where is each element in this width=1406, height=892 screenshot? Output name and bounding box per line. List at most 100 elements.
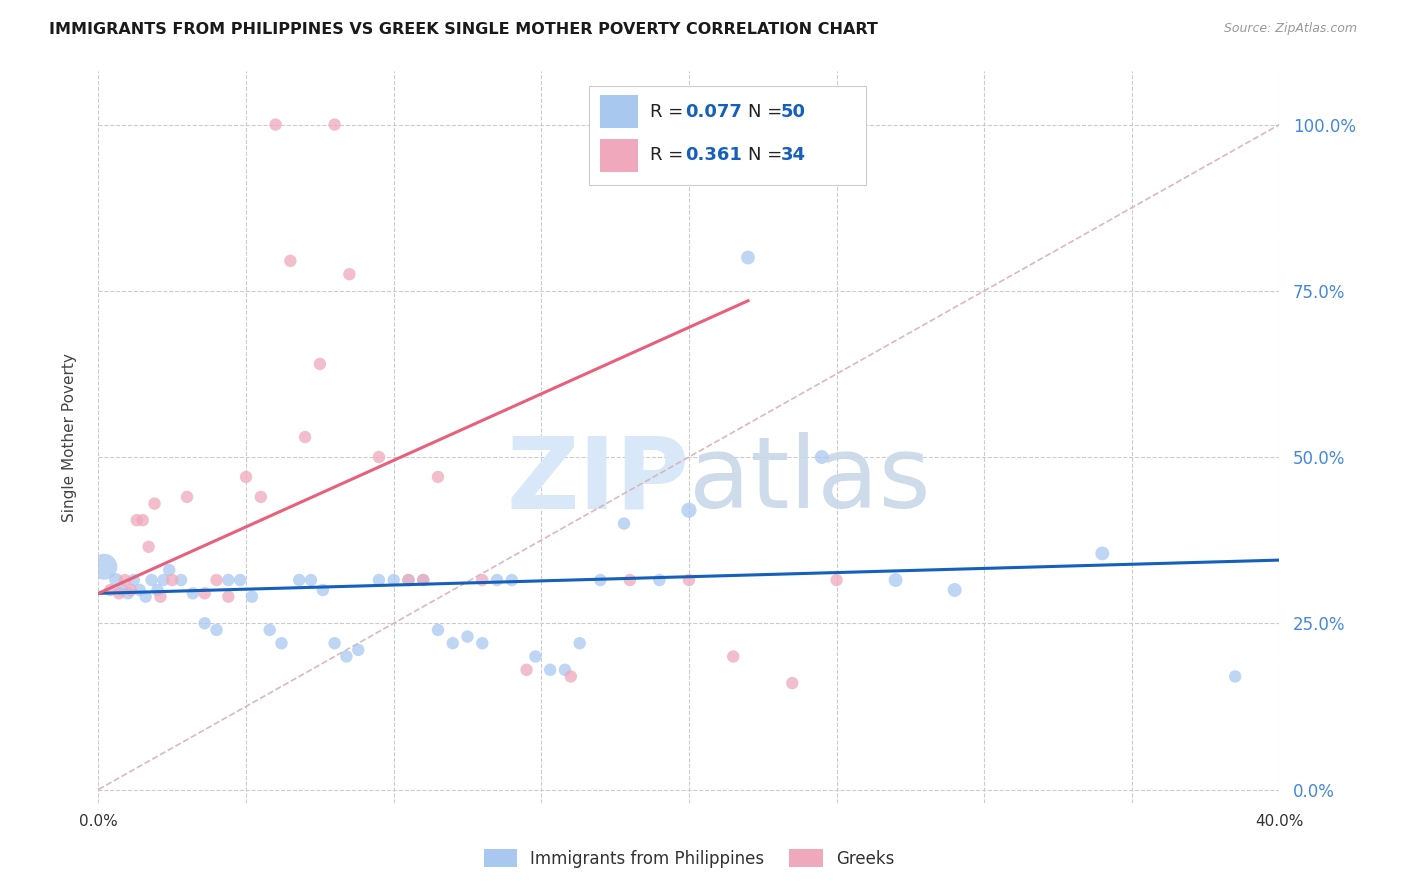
Point bbox=[412, 573, 434, 587]
Point bbox=[412, 573, 434, 587]
Point bbox=[678, 503, 700, 517]
Point bbox=[825, 573, 848, 587]
Point bbox=[152, 573, 174, 587]
Point bbox=[143, 497, 166, 511]
Point bbox=[382, 573, 405, 587]
Point bbox=[162, 573, 183, 587]
Point bbox=[117, 586, 139, 600]
Point bbox=[368, 450, 391, 464]
Point bbox=[157, 563, 180, 577]
Point bbox=[128, 582, 150, 597]
Point bbox=[810, 450, 832, 464]
FancyBboxPatch shape bbox=[600, 95, 638, 128]
Text: 0.361: 0.361 bbox=[685, 146, 742, 164]
Point bbox=[149, 590, 172, 604]
Point bbox=[176, 490, 198, 504]
Text: atlas: atlas bbox=[689, 433, 931, 530]
Point bbox=[111, 582, 134, 597]
Point bbox=[181, 586, 204, 600]
Point bbox=[138, 540, 160, 554]
Point bbox=[235, 470, 257, 484]
Y-axis label: Single Mother Poverty: Single Mother Poverty bbox=[62, 352, 77, 522]
Point bbox=[538, 663, 561, 677]
Point bbox=[524, 649, 547, 664]
Point bbox=[471, 573, 494, 587]
Point bbox=[427, 470, 450, 484]
Point bbox=[589, 573, 612, 587]
Point bbox=[339, 267, 361, 281]
Point bbox=[486, 573, 509, 587]
Text: Source: ZipAtlas.com: Source: ZipAtlas.com bbox=[1223, 22, 1357, 36]
Point bbox=[240, 590, 263, 604]
Point bbox=[250, 490, 273, 504]
Point bbox=[194, 616, 217, 631]
Point bbox=[264, 118, 287, 132]
Text: 0.077: 0.077 bbox=[685, 103, 742, 120]
Point bbox=[678, 573, 700, 587]
Point bbox=[132, 513, 155, 527]
Point bbox=[98, 582, 121, 597]
Point bbox=[309, 357, 332, 371]
Point bbox=[312, 582, 335, 597]
Point bbox=[125, 513, 148, 527]
Point bbox=[294, 430, 316, 444]
Text: N =: N = bbox=[748, 146, 782, 164]
Point bbox=[398, 573, 420, 587]
Point bbox=[270, 636, 292, 650]
Point bbox=[613, 516, 636, 531]
Point bbox=[170, 573, 193, 587]
Point bbox=[141, 573, 163, 587]
Point bbox=[560, 669, 582, 683]
Point bbox=[335, 649, 357, 664]
Point bbox=[347, 643, 370, 657]
Point bbox=[782, 676, 804, 690]
Point bbox=[105, 573, 128, 587]
Point bbox=[648, 573, 671, 587]
Text: 50: 50 bbox=[782, 103, 806, 120]
Point bbox=[554, 663, 576, 677]
Point bbox=[194, 586, 217, 600]
Point bbox=[427, 623, 450, 637]
Text: 34: 34 bbox=[782, 146, 806, 164]
Point bbox=[516, 663, 538, 677]
Point bbox=[1225, 669, 1247, 683]
Point bbox=[299, 573, 322, 587]
Text: R =: R = bbox=[650, 103, 683, 120]
Text: N =: N = bbox=[748, 103, 782, 120]
Point bbox=[471, 636, 494, 650]
FancyBboxPatch shape bbox=[589, 86, 866, 185]
Point bbox=[288, 573, 311, 587]
Text: ZIP: ZIP bbox=[506, 433, 689, 530]
Text: IMMIGRANTS FROM PHILIPPINES VS GREEK SINGLE MOTHER POVERTY CORRELATION CHART: IMMIGRANTS FROM PHILIPPINES VS GREEK SIN… bbox=[49, 22, 879, 37]
Point bbox=[217, 573, 239, 587]
FancyBboxPatch shape bbox=[600, 139, 638, 171]
Point bbox=[146, 582, 169, 597]
Point bbox=[457, 630, 479, 644]
Point bbox=[568, 636, 591, 650]
Point bbox=[398, 573, 420, 587]
Point bbox=[120, 582, 142, 597]
Point bbox=[135, 590, 157, 604]
Point bbox=[619, 573, 641, 587]
Point bbox=[205, 573, 228, 587]
Point bbox=[205, 623, 228, 637]
Point bbox=[737, 251, 759, 265]
Point bbox=[501, 573, 523, 587]
Point bbox=[217, 590, 239, 604]
Point bbox=[122, 573, 145, 587]
Point bbox=[108, 586, 131, 600]
Point bbox=[723, 649, 745, 664]
Legend: Immigrants from Philippines, Greeks: Immigrants from Philippines, Greeks bbox=[484, 849, 894, 868]
Point bbox=[323, 636, 346, 650]
Point bbox=[368, 573, 391, 587]
Text: R =: R = bbox=[650, 146, 683, 164]
Point bbox=[229, 573, 252, 587]
Point bbox=[280, 253, 302, 268]
Point bbox=[884, 573, 907, 587]
Point bbox=[259, 623, 281, 637]
Point bbox=[943, 582, 966, 597]
Point bbox=[441, 636, 464, 650]
Point bbox=[93, 559, 115, 574]
Point bbox=[114, 573, 136, 587]
Point bbox=[1091, 546, 1114, 560]
